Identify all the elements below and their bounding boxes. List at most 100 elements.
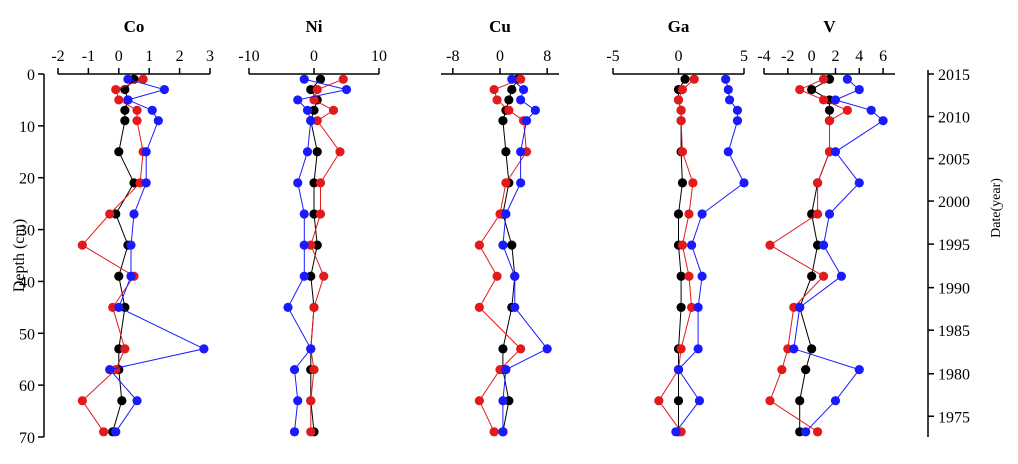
data-point-blue-co bbox=[105, 364, 115, 375]
data-point-blue-ga bbox=[721, 74, 731, 84]
data-point-red-cu bbox=[474, 240, 484, 250]
data-point-red-cu bbox=[489, 427, 499, 437]
data-point-blue-cu bbox=[521, 116, 532, 126]
data-point-blue-co bbox=[123, 95, 133, 105]
x-tick-label-ni: 0 bbox=[310, 48, 318, 65]
data-point-black-co bbox=[120, 116, 130, 126]
data-point-black-ni bbox=[315, 74, 326, 84]
series-line-red-cu bbox=[478, 78, 528, 433]
data-point-red-ga bbox=[676, 105, 686, 115]
data-point-blue-co bbox=[129, 209, 139, 219]
depth-tick-label: 0 bbox=[27, 67, 35, 84]
x-tick-label-v: -2 bbox=[781, 48, 794, 65]
data-point-blue-cu bbox=[501, 364, 511, 375]
data-point-red-v bbox=[842, 105, 852, 115]
data-point-red-ni bbox=[309, 302, 319, 312]
panel-title-cu: Cu bbox=[489, 17, 511, 36]
x-tick-label-co: 2 bbox=[176, 48, 184, 65]
data-point-red-cu bbox=[504, 105, 514, 115]
data-point-blue-v bbox=[830, 396, 841, 406]
date-tick-label: 1990 bbox=[938, 281, 970, 298]
data-point-black-ni bbox=[312, 240, 322, 250]
data-point-blue-ga bbox=[693, 302, 703, 312]
data-point-red-ga bbox=[677, 84, 688, 95]
series-line-red-v bbox=[769, 78, 849, 433]
data-point-black-cu bbox=[507, 84, 517, 95]
data-point-blue-cu bbox=[516, 147, 526, 157]
data-point-blue-co bbox=[159, 84, 169, 95]
data-point-red-ni bbox=[312, 116, 322, 126]
data-point-black-v bbox=[807, 271, 817, 281]
data-point-black-cu bbox=[498, 344, 508, 354]
data-point-blue-ni bbox=[302, 147, 313, 157]
data-point-blue-ga bbox=[687, 240, 697, 250]
series-line-red-co bbox=[81, 78, 144, 433]
data-point-blue-co bbox=[141, 147, 151, 157]
data-point-blue-ga bbox=[739, 178, 749, 188]
depth-tick-label: 70 bbox=[19, 430, 35, 447]
data-point-red-cu bbox=[474, 302, 484, 312]
data-point-red-cu bbox=[474, 396, 484, 406]
data-point-black-cu bbox=[498, 116, 508, 126]
data-point-red-ga bbox=[676, 116, 686, 126]
data-point-black-ni bbox=[306, 271, 316, 281]
series-line-black-v bbox=[799, 78, 830, 432]
date-tick-label: 2010 bbox=[938, 110, 970, 127]
data-point-red-v bbox=[795, 84, 805, 95]
data-point-black-v bbox=[824, 105, 835, 115]
data-point-blue-v bbox=[854, 84, 864, 95]
depth-tick-label: 40 bbox=[19, 274, 35, 291]
series-line-blue-co bbox=[108, 78, 206, 433]
data-point-red-co bbox=[99, 427, 109, 437]
data-point-red-ni bbox=[312, 84, 322, 95]
depth-tick-label: 30 bbox=[19, 223, 35, 240]
data-point-red-v bbox=[812, 178, 823, 188]
data-point-blue-cu bbox=[501, 209, 511, 219]
data-point-red-ga bbox=[673, 95, 684, 105]
data-point-blue-v bbox=[801, 427, 811, 437]
x-tick-label-co: 3 bbox=[206, 48, 214, 65]
data-point-blue-co bbox=[153, 116, 163, 126]
data-point-blue-ga bbox=[697, 209, 707, 219]
data-point-blue-ni bbox=[293, 178, 303, 188]
x-tick-label-ga: -5 bbox=[606, 48, 619, 65]
data-point-blue-ni bbox=[341, 84, 352, 95]
data-point-blue-ni bbox=[299, 240, 309, 250]
x-tick-label-ga: 5 bbox=[740, 48, 748, 65]
data-point-red-ga bbox=[677, 240, 688, 250]
data-point-blue-ni bbox=[302, 105, 313, 115]
data-point-red-ni bbox=[306, 396, 316, 406]
data-point-red-v bbox=[818, 95, 829, 105]
data-point-red-co bbox=[111, 84, 121, 95]
data-point-blue-co bbox=[141, 178, 151, 188]
date-tick-label: 1985 bbox=[938, 323, 970, 340]
x-tick-label-co: -1 bbox=[82, 48, 95, 65]
x-tick-label-v: 2 bbox=[831, 48, 839, 65]
data-point-blue-cu bbox=[516, 95, 526, 105]
data-point-blue-ga bbox=[693, 344, 703, 354]
data-point-black-cu bbox=[501, 147, 511, 157]
data-point-red-cu bbox=[501, 178, 511, 188]
data-point-blue-v bbox=[830, 95, 841, 105]
data-point-blue-v bbox=[836, 271, 847, 281]
data-point-black-ni bbox=[309, 178, 319, 188]
x-tick-label-v: 0 bbox=[808, 48, 816, 65]
data-point-blue-v bbox=[842, 74, 852, 84]
data-point-red-cu bbox=[492, 95, 502, 105]
series-line-blue-v bbox=[793, 78, 884, 433]
data-point-red-co bbox=[77, 396, 87, 406]
data-point-red-v bbox=[765, 396, 775, 406]
data-point-blue-cu bbox=[516, 178, 526, 188]
series-line-red-ni bbox=[310, 78, 344, 432]
data-point-red-ga bbox=[677, 147, 688, 157]
data-point-blue-ga bbox=[732, 105, 743, 115]
data-point-black-ni bbox=[309, 105, 319, 115]
data-point-blue-cu bbox=[530, 105, 541, 115]
data-point-blue-v bbox=[789, 344, 799, 354]
data-point-black-ga bbox=[677, 178, 688, 188]
data-point-blue-ni bbox=[293, 396, 303, 406]
data-point-red-v bbox=[812, 209, 823, 219]
depth-tick-label: 10 bbox=[19, 119, 35, 136]
data-point-blue-ni bbox=[289, 427, 300, 437]
